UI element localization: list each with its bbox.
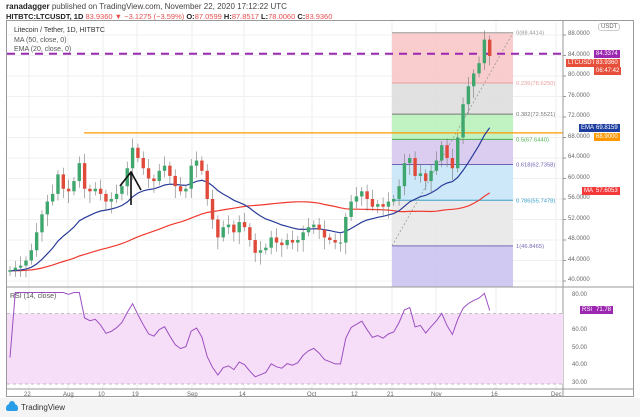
high-value: 87.8517 — [231, 12, 259, 21]
price-change: −3.1275 (−3.59%) — [124, 12, 185, 21]
price-tick-label: 60.0000 — [568, 174, 590, 181]
countdown-tag: 06:47:42 — [594, 67, 622, 76]
svg-text:0.5(67.6440): 0.5(67.6440) — [516, 137, 549, 143]
support-line-tag: 68.9000 — [594, 132, 620, 141]
author-name: ranadagger — [6, 2, 50, 11]
svg-text:0(88.4414): 0(88.4414) — [516, 31, 544, 37]
ema-tag-label: EMA — [579, 124, 597, 133]
last-price-tag: 83.9360 — [594, 58, 620, 67]
rsi-value-tag: 71.78 — [594, 306, 614, 315]
svg-text:0.382(72.5521): 0.382(72.5521) — [516, 112, 555, 118]
time-tick-label: Aug — [63, 392, 74, 398]
time-tick-label: Sep — [187, 392, 198, 398]
time-tick-label: 21 — [387, 392, 394, 398]
price-tick-label: 44.0000 — [568, 256, 590, 263]
tradingview-cloud-icon — [6, 401, 18, 411]
svg-text:0.236(78.6250): 0.236(78.6250) — [516, 81, 555, 87]
rsi-tick-label: 80.00 — [572, 292, 588, 298]
close-value: 83.9360 — [305, 12, 333, 21]
change-arrow-icon: ▼ — [114, 12, 123, 21]
time-tick-label: 19 — [132, 392, 139, 398]
price-tick-label: 48.0000 — [568, 236, 590, 242]
time-tick-label: 16 — [491, 392, 498, 398]
price-tick-label: 56.0000 — [568, 195, 590, 201]
rsi-tag-label: RSI — [580, 306, 595, 315]
rsi-tick-label: 60.00 — [572, 327, 588, 334]
time-tick-label: 14 — [239, 392, 246, 398]
time-tick-label: 12 — [351, 392, 358, 398]
footer-bar — [0, 398, 640, 417]
rsi-legend[interactable]: RSI (14, close) — [10, 293, 57, 300]
legend-title: Litecoin / Tether, 1D, HITBTC — [14, 27, 105, 34]
symbol-info: HITBTC:LTCUSDT, 1D 83.9360 ▼ −3.1275 (−3… — [6, 12, 333, 21]
ma-value-tag: 57.6053 — [594, 186, 620, 195]
legend-ema[interactable]: EMA (20, close, 0) — [14, 46, 72, 53]
time-tick-label: 22 — [24, 392, 31, 398]
ema-value-tag: 69.8159 — [594, 124, 620, 133]
publish-text: published on TradingView.com, November 2… — [51, 2, 287, 11]
rsi-tick-label: 50.00 — [572, 344, 588, 351]
svg-text:0.786(55.7478): 0.786(55.7478) — [516, 198, 555, 204]
currency-label[interactable]: USDT — [598, 23, 621, 31]
price-tick-label: 52.0000 — [568, 215, 590, 222]
svg-text:1(46.8465): 1(46.8465) — [516, 244, 544, 250]
rsi-tick-label: 30.00 — [572, 380, 588, 386]
symbol: HITBTC:LTCUSDT, 1D — [6, 12, 84, 21]
price-tick-label: 68.0000 — [568, 133, 590, 140]
time-tick-label: 10 — [98, 392, 105, 398]
rsi-tick-label: 40.00 — [572, 362, 588, 369]
time-tick-label: Nov — [431, 392, 442, 398]
time-tick-label: Dec — [551, 392, 562, 398]
open-value: 87.0599 — [194, 12, 222, 21]
ma-tag-label: MA — [582, 186, 595, 195]
publish-info: ranadagger published on TradingView.com,… — [6, 2, 287, 11]
legend-ma[interactable]: MA (50, close, 0) — [14, 36, 67, 44]
time-tick-label: Oct — [307, 392, 317, 398]
price-tick-label: 84.0000 — [568, 51, 590, 58]
price-tick-label: 72.0000 — [568, 113, 590, 119]
chart-legend: Litecoin / Tether, 1D, HITBTC MA (50, cl… — [14, 26, 105, 55]
last-price: 83.9360 — [85, 12, 113, 21]
price-tick-label: 88.0000 — [568, 31, 590, 37]
price-tick-label: 76.0000 — [568, 92, 590, 99]
hline-price-tag: 84.3374 — [594, 49, 620, 58]
price-tick-label: 80.0000 — [568, 72, 590, 78]
price-tick-label: 64.0000 — [568, 154, 590, 160]
price-tick-label: 40.0000 — [568, 277, 590, 283]
svg-text:0.618(62.7358): 0.618(62.7358) — [516, 162, 555, 168]
symbol-tag: LTCUSDT — [566, 58, 598, 67]
low-value: 78.0060 — [268, 12, 296, 21]
tradingview-logo[interactable]: TradingView — [6, 401, 65, 412]
